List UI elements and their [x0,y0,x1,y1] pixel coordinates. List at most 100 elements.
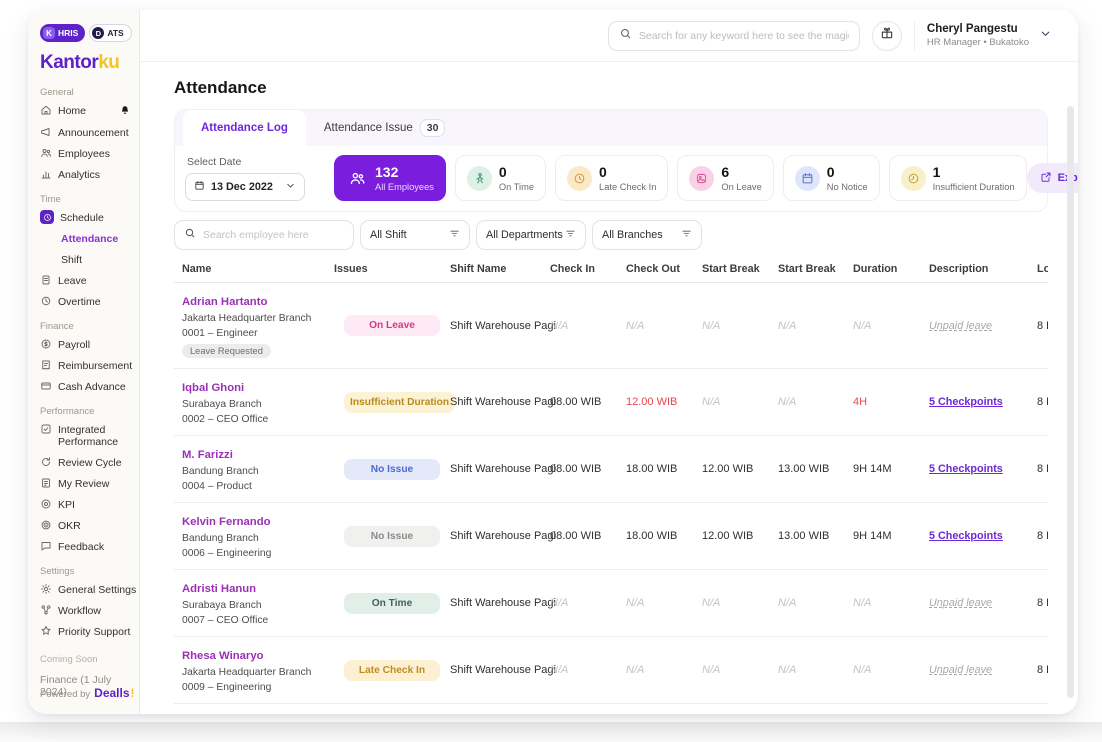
user-role: HR Manager • Bukatoko [926,37,1029,48]
global-search[interactable] [607,20,860,51]
global-search-input[interactable] [638,29,849,42]
time-cell: N/A [853,664,872,676]
sidebar-item-review-cycle[interactable]: Review Cycle [40,457,130,469]
sidebar-item-label: Cash Advance [58,381,126,393]
sidebar-item-feedback[interactable]: Feedback [40,541,130,553]
issues-cell: On Leave [326,315,442,336]
sidebar-item-attendance[interactable]: Attendance [61,233,130,245]
schedule-icon [40,210,54,224]
my-review-icon [40,477,52,489]
nav-section-performance: Performance Integrated Performance Review … [40,406,130,553]
user-menu[interactable]: Cheryl Pangestu HR Manager • Bukatoko [927,23,1052,48]
sidebar-item-okr[interactable]: OKR [40,520,130,532]
employee-cell: Kelvin Fernando Bandung Branch 0006 – Engi… [174,503,326,569]
stat-card-no-notice[interactable]: 0 No Notice [782,155,880,201]
nav-section-general: General Home Announcement Employees Analytic… [40,87,130,181]
stat-label: All Employees [375,181,434,192]
gift-icon [880,26,894,45]
column-header: Check Out [626,263,680,275]
user-name: Cheryl Pangestu [926,23,1018,35]
shift-filter[interactable]: All Shift [360,220,470,250]
checkpoints-link[interactable]: 5 Checkpoints [929,396,1003,408]
hris-toggle[interactable]: K HRIS [40,24,86,42]
sidebar-item-schedule[interactable]: Schedule [40,210,130,224]
calendar-icon [194,178,205,196]
issue-badge: No Issue [344,525,440,547]
sidebar-item-integrated-performance[interactable]: Integrated Performance [40,424,130,448]
coming-soon-item: Finance (1 July 2024) [40,674,112,698]
leave-icon [40,274,52,286]
vertical-scrollbar[interactable] [1067,106,1074,698]
stat-card-on-time[interactable]: 0 On Time [454,155,547,201]
sidebar-item-label: Overtime [58,296,101,308]
tab-attendance-log[interactable]: Attendance Log [183,110,306,146]
coming-soon-section: Coming Soon Finance (1 July 2024) [40,654,130,698]
feedback-icon [40,540,52,552]
date-value: 13 Dec 2022 [211,180,273,193]
tab-attendance-issue[interactable]: Attendance Issue 30 [306,110,464,146]
nav-section-settings: Settings General Settings Workflow Priority… [40,566,136,638]
priority-icon [40,625,52,637]
sidebar-item-priority-support[interactable]: Priority Support [40,626,130,638]
time-cell: N/A [702,597,721,609]
employee-search-input[interactable] [203,229,344,241]
employee-name-link[interactable]: Adrian Hartanto [182,296,268,308]
nav-section-label: General [40,87,74,98]
sidebar-item-label: Announcement [58,127,129,139]
employee-name-link[interactable]: Rhesa Winaryo [182,650,264,662]
employee-name-link[interactable]: Adristi Hanun [182,583,257,595]
ats-toggle[interactable]: D ATS [89,24,132,42]
gift-button[interactable] [871,20,902,51]
sidebar-item-home[interactable]: Home [40,105,130,118]
employee-name-link[interactable]: M. Farizzi [182,449,233,461]
time-cell: N/A [778,597,797,609]
hris-logo-icon: K [43,27,55,39]
sidebar-item-my-review[interactable]: My Review [40,478,130,490]
sidebar-item-workflow[interactable]: Workflow [40,605,130,617]
sidebar-item-reimbursement[interactable]: Reimbursement [40,360,132,372]
branch-filter[interactable]: All Branches [592,220,702,250]
late-check-in-icon [567,165,593,191]
stat-value: 6 [721,163,730,180]
sidebar-item-leave[interactable]: Leave [40,275,130,287]
employee-search[interactable] [174,220,354,250]
sidebar-item-kpi[interactable]: KPI [40,499,130,511]
column-header: Start Break [778,263,836,275]
sidebar-item-label: Employees [58,148,110,160]
stat-card-on-leave[interactable]: 6 On Leave [677,155,774,201]
ats-logo-icon: D [92,27,105,39]
stat-card-late-check-in[interactable]: 0 Late Check In [555,155,669,201]
sidebar-item-overtime[interactable]: Overtime [40,296,130,308]
time-cell: N/A [853,597,872,609]
sidebar-item-cash-advance[interactable]: Cash Advance [40,381,130,393]
employee-name-link[interactable]: Iqbal Ghoni [182,382,245,394]
sidebar-item-label: Home [58,105,87,117]
sidebar-item-label: Payroll [58,339,91,351]
header-divider [913,21,915,50]
sidebar-item-general-settings[interactable]: General Settings [40,584,136,596]
sidebar-item-shift[interactable]: Shift [61,254,130,266]
search-icon [619,27,632,45]
sidebar-item-payroll[interactable]: Payroll [40,339,130,351]
shift-name-cell: Shift Warehouse Pagi [450,530,556,542]
stat-card-insufficient-duration[interactable]: 1 Insufficient Duration [888,155,1027,201]
date-picker[interactable]: 13 Dec 2022 [185,172,305,201]
sidebar-item-employees[interactable]: Employees [40,148,130,160]
employee-code-role: 0007 – CEO Office [182,615,269,626]
chevron-down-icon[interactable] [1039,27,1052,45]
employee-name-link[interactable]: Kelvin Fernando [182,516,271,528]
sidebar-item-label: My Review [58,478,110,490]
time-cell: N/A [702,319,721,332]
sidebar-item-analytics[interactable]: Analytics [40,169,130,181]
department-filter[interactable]: All Departments [476,220,586,250]
sidebar-item-label: Analytics [58,169,101,181]
log-date-cell: 8 D [1037,597,1048,609]
sidebar-item-announcement[interactable]: Announcement [40,127,130,139]
issues-cell: No Issue [326,525,442,547]
checkpoints-link[interactable]: 5 Checkpoints [929,463,1003,475]
employee-cell: M. Farizzi Bandung Branch 0004 – Product [174,436,326,502]
stat-label: No Notice [826,181,868,192]
stat-card-all-employees[interactable]: 132 All Employees [334,155,446,201]
filter-icon [565,228,576,242]
checkpoints-link[interactable]: 5 Checkpoints [929,530,1003,542]
